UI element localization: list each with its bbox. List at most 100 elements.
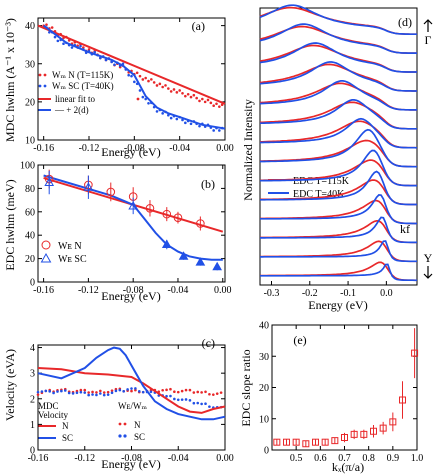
panel-b-ytick-label: 0 [30, 278, 35, 289]
panel-e-xtick-label: 0.6 [314, 453, 327, 464]
legend-marker-sc [43, 84, 47, 88]
series-sc-ratio-point [126, 388, 129, 391]
series-n-ratio-point [79, 388, 83, 392]
panel-a-ytick-label: 40 [25, 21, 35, 32]
series-sc-point [169, 116, 173, 120]
series-n-point [198, 99, 201, 103]
series-ratio-point [389, 418, 397, 426]
series-sc-ratio-point [188, 399, 192, 402]
edc-sc-curve [259, 42, 417, 73]
series-sc-ratio-point [99, 392, 102, 395]
series-n-ratio-point [200, 391, 203, 394]
edc-sc-curve [260, 263, 417, 282]
panel-b-xtick-label: -0.16 [33, 285, 54, 296]
series-n-ratio-point [110, 389, 114, 392]
series-n-ratio-point [99, 389, 102, 393]
series-n-point [158, 82, 162, 86]
series-sc-point [104, 58, 108, 62]
edc-n-curve [260, 139, 417, 168]
series-n-point [209, 101, 213, 105]
series-n-ratio-point [184, 388, 188, 392]
arrow-down-icon [423, 266, 433, 279]
panel-b-label: (b) [201, 177, 215, 191]
panel-a-xtick-label: -0.12 [79, 143, 100, 154]
legend-label-n: N [62, 421, 69, 431]
series-sc-ratio-point [149, 390, 153, 394]
panel-c-ytick-label: 3 [30, 369, 35, 380]
edc-sc-curve [260, 240, 417, 263]
panel-d-xtick-label: -0.1 [340, 288, 356, 299]
series-n-ratio-point [204, 390, 207, 394]
panel-e-ytick-label: 0 [264, 446, 269, 457]
legend-marker-n2 [123, 422, 127, 426]
edc-sc-curve [260, 99, 417, 130]
series-n-point [218, 105, 221, 108]
series-n-ratio-point [192, 391, 196, 394]
series-sc-ratio-point [134, 387, 137, 390]
series-ratio-point [411, 349, 419, 357]
series-n-point [162, 209, 172, 219]
legend-marker-sc2 [123, 434, 127, 438]
series-sc-point [161, 112, 164, 115]
series-n-point [147, 79, 150, 83]
panel-c-ylabel: Velocity (eVA) [3, 349, 17, 421]
panel-c-xtick-label: -0.04 [168, 453, 189, 464]
panel-a-legend: Wₘ N (T=115K) Wₘ SC (T=40K) linear fit t… [38, 70, 140, 115]
edc-sc-curve [259, 4, 417, 36]
series-n-ratio-point [130, 389, 133, 393]
series-sc-point [113, 63, 116, 67]
series-sc-ratio-point [63, 389, 67, 392]
series-sc-ratio-point [200, 402, 203, 406]
series-sc-ratio-point [141, 390, 145, 394]
panel-e-xtick-label: 0.8 [362, 453, 375, 464]
series-n-point [152, 81, 156, 84]
edc-sc-curve [260, 128, 417, 168]
series-n-point [172, 88, 176, 91]
edc-sc-curve [259, 23, 417, 54]
series-ratio-point [331, 437, 339, 445]
series-sc-point [212, 129, 215, 132]
legend-marker-n [38, 73, 42, 77]
panel-d-xtick-label: 0.0 [380, 288, 393, 299]
edc-sc-curve [260, 170, 417, 206]
series-n-ratio-point [196, 390, 200, 394]
legend-marker-n [41, 240, 51, 250]
series-sc-ratio-point [184, 398, 188, 401]
series-sc-ratio-point [176, 398, 180, 402]
edc-n-curve [259, 25, 417, 54]
series-sc-point [141, 95, 145, 99]
series-sc-ratio-point [67, 391, 71, 395]
edc-n-curve [260, 120, 418, 149]
series-ratio-point [370, 427, 377, 435]
legend-mdc-title: MDC [38, 401, 59, 411]
series-n-ratio-point [212, 393, 215, 396]
series-n-ratio-point [83, 388, 87, 392]
series-sc-point [189, 122, 193, 126]
series-n-point [169, 90, 173, 93]
gamma-label: Γ [425, 33, 432, 47]
series-n-point [82, 46, 85, 49]
legend-label-sc: Wᴇ SC [58, 254, 87, 265]
series-sc-point [181, 118, 184, 122]
legend-label-fit: linear fit to [55, 94, 95, 104]
series-sc-point [133, 80, 136, 84]
edc-sc-curve [260, 193, 417, 225]
series-n-point [173, 213, 183, 222]
series-n-point [189, 95, 193, 99]
series-sc-ratio-point [91, 393, 94, 396]
panel-e-xtick-label: 0.9 [387, 453, 400, 464]
panel-e-xtick-label: 0.5 [290, 453, 303, 464]
legend-marker-sc [40, 252, 52, 263]
panel-a: MDC hwhm (A⁻¹ x 10⁻³) Energy (eV) (a) Wₘ… [3, 17, 234, 159]
series-sc-ratio-point [192, 401, 196, 405]
series-ratio-point [399, 396, 406, 404]
panel-a-ytick-label: 30 [25, 59, 35, 70]
series-n-ratio-point [173, 390, 176, 393]
series-fit2-line [43, 24, 226, 130]
series-ratio-point [321, 438, 329, 446]
panel-a-xtick-label: -0.16 [33, 143, 54, 154]
series-n-ratio-point [165, 388, 168, 392]
panel-d-xtick-label: -0.3 [264, 288, 280, 299]
series-n-point [45, 23, 48, 26]
